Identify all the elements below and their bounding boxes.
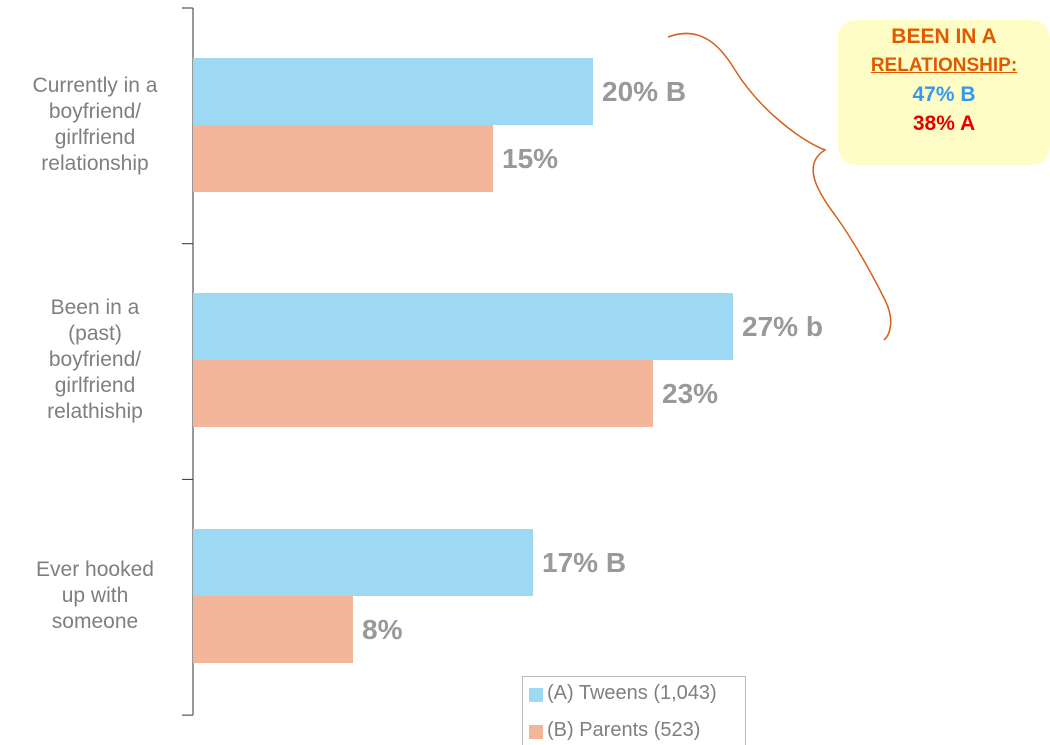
value-label: 23% [662, 378, 718, 409]
legend-swatch [529, 688, 543, 702]
value-label: 27% b [742, 311, 823, 342]
annotation-line: 47% B [912, 83, 976, 106]
value-label: 20% B [602, 76, 686, 107]
bar [193, 58, 593, 125]
legend-label: (B) Parents (523) [547, 719, 701, 741]
bar [193, 596, 353, 663]
annotation-line: 38% A [912, 112, 976, 135]
category-label: Ever hooked up with someone [36, 558, 154, 633]
value-label: 17% B [542, 547, 626, 578]
bar [193, 293, 733, 360]
bar [193, 125, 493, 192]
bar [193, 529, 533, 596]
category-label: Currently in a boyfriend/ girlfriend rel… [32, 74, 158, 175]
annotation: BEEN IN A RELATIONSHIP: 47% B 38% A [838, 20, 1050, 165]
annotation-title: BEEN IN A [891, 25, 997, 48]
brace [667, 32, 892, 341]
annotation-subtitle: RELATIONSHIP: [870, 55, 1018, 76]
legend-label: (A) Tweens (1,043) [547, 682, 717, 704]
value-label: 8% [362, 614, 403, 645]
legend-swatch [529, 725, 543, 739]
category-label: Been in a (past) boyfriend/ girlfriend r… [47, 296, 143, 423]
legend: (A) Tweens (1,043) (B) Parents (523) [522, 676, 746, 745]
bar [193, 360, 653, 427]
value-label: 15% [502, 143, 558, 174]
